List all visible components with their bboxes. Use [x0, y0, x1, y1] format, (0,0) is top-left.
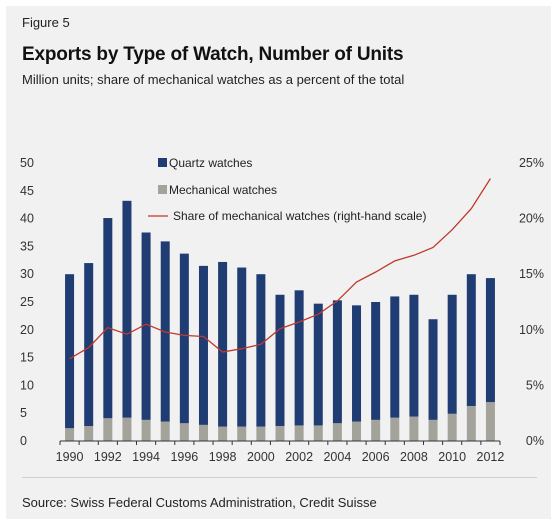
bar-series [65, 200, 495, 441]
chart-title: Exports by Type of Watch, Number of Unit… [22, 44, 404, 65]
bar-mechanical [218, 426, 228, 441]
bar-mechanical [352, 421, 362, 441]
bar-mechanical [447, 413, 457, 441]
bar-mechanical [198, 424, 208, 441]
x-axis: 1990 1992 1994 1996 1998 2000 2002 2004 2006 2008… [56, 440, 505, 464]
x-tick-label: 2008 [400, 450, 428, 464]
bar-mechanical [141, 419, 151, 441]
bar-mechanical [409, 416, 419, 441]
y-tick-label: 30 [20, 267, 34, 281]
bar-quartz [103, 218, 113, 419]
y-tick-label: 0 [20, 434, 27, 448]
x-tick-label: 2010 [438, 450, 466, 464]
x-tick-label: 2006 [362, 450, 390, 464]
x-tick-label: 2000 [247, 450, 275, 464]
bar-quartz [65, 274, 75, 429]
bar-mechanical [390, 417, 400, 441]
y2-tick-label: 10% [519, 323, 544, 337]
y-tick-label: 10 [20, 378, 34, 392]
y-axis-left: 0 5 10 15 20 25 30 35 40 45 50 [20, 156, 34, 448]
bar-quartz [371, 302, 381, 420]
bar-quartz [198, 265, 208, 425]
legend-swatch-quartz [158, 158, 167, 167]
x-tick-label: 2002 [285, 450, 313, 464]
bar-mechanical [428, 419, 438, 441]
share-line [69, 178, 491, 360]
x-tick-label: 1992 [94, 450, 122, 464]
legend: Quartz watches Mechanical watches Share of… [148, 156, 426, 223]
bar-quartz [179, 253, 189, 424]
bar-mechanical [65, 428, 75, 441]
bar-mechanical [160, 421, 170, 441]
y2-tick-label: 20% [519, 212, 544, 226]
bar-mechanical [485, 402, 495, 441]
bar-mechanical [84, 425, 94, 441]
bar-mechanical [332, 423, 342, 441]
source-note: Source: Swiss Federal Customs Administra… [22, 495, 377, 510]
bar-mechanical [466, 405, 476, 441]
bar-mechanical [371, 419, 381, 441]
y-tick-label: 5 [20, 406, 27, 420]
bar-quartz [447, 294, 457, 414]
x-tick-label: 1998 [209, 450, 237, 464]
line-series [69, 178, 491, 360]
bar-quartz [237, 267, 247, 427]
x-tick-label: 1996 [170, 450, 198, 464]
bar-quartz [332, 300, 342, 424]
bar-quartz [218, 261, 228, 427]
y-tick-label: 50 [20, 156, 34, 170]
bar-quartz [390, 296, 400, 418]
bar-quartz [485, 278, 495, 403]
legend-label: Mechanical watches [169, 183, 277, 197]
bar-mechanical [237, 426, 247, 441]
bar-quartz [313, 303, 323, 426]
bar-quartz [294, 290, 304, 426]
bar-mechanical [122, 417, 132, 441]
source-divider [22, 477, 537, 478]
y-tick-label: 15 [20, 351, 34, 365]
x-tick-label: 2004 [323, 450, 351, 464]
bar-quartz [352, 305, 362, 422]
bar-mechanical [275, 425, 285, 441]
legend-swatch-mechanical [158, 185, 167, 194]
y-tick-label: 20 [20, 323, 34, 337]
y-axis-right: 0% 5% 10% 15% 20% 25% [519, 156, 544, 448]
bar-quartz [275, 294, 285, 426]
bar-quartz [466, 274, 476, 406]
y2-tick-label: 15% [519, 267, 544, 281]
y-tick-label: 45 [20, 184, 34, 198]
y2-tick-label: 5% [526, 378, 544, 392]
bar-mechanical [103, 418, 113, 441]
legend-label: Quartz watches [169, 156, 252, 170]
chart-subtitle: Million units; share of mechanical watch… [22, 72, 405, 87]
y2-tick-label: 25% [519, 156, 544, 170]
bar-quartz [409, 294, 419, 417]
legend-label: Share of mechanical watches (right-hand … [173, 209, 426, 223]
bar-mechanical [313, 425, 323, 441]
bar-quartz [84, 263, 94, 426]
bar-quartz [256, 274, 266, 427]
bar-quartz [141, 232, 151, 420]
figure-label: Figure 5 [22, 15, 70, 30]
bar-mechanical [294, 425, 304, 441]
y-tick-label: 35 [20, 239, 34, 253]
bar-quartz [122, 200, 132, 418]
x-tick-label: 1990 [56, 450, 84, 464]
y-tick-label: 40 [20, 212, 34, 226]
x-tick-label: 2012 [477, 450, 505, 464]
y-tick-label: 25 [20, 295, 34, 309]
bar-quartz [428, 319, 438, 420]
bar-mechanical [256, 426, 266, 441]
y2-tick-label: 0% [526, 434, 544, 448]
x-tick-label: 1994 [132, 450, 160, 464]
bar-mechanical [179, 423, 189, 441]
